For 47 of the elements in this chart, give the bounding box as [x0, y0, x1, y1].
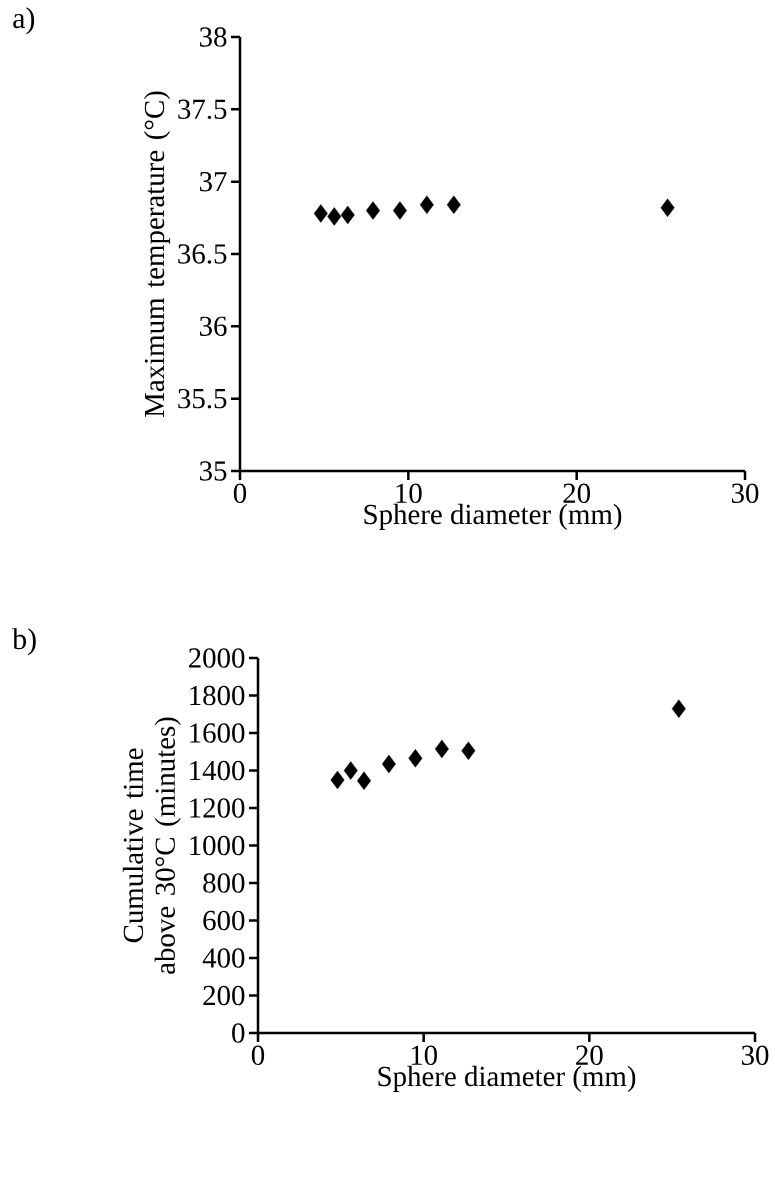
y-axis-title: Maximum temperature (°C) [143, 91, 171, 418]
point [671, 699, 686, 718]
point [660, 198, 675, 217]
y-tick-label: 600 [203, 910, 245, 931]
x-tick-label: 10 [411, 1045, 438, 1066]
y-tick-label: 200 [203, 985, 245, 1006]
point [446, 195, 461, 215]
x-tick-label: 30 [741, 1045, 769, 1066]
point [340, 205, 355, 225]
y-tick-label: 0 [232, 1023, 245, 1043]
y-tick-label: 1800 [190, 685, 245, 706]
y-tick-label: 1200 [190, 798, 245, 818]
point [419, 195, 434, 215]
point [461, 741, 476, 761]
point [408, 749, 423, 768]
x-tick-label: 30 [731, 483, 759, 504]
point [381, 754, 396, 774]
x-tick-label: 10 [396, 483, 422, 504]
y-tick-label: 1600 [190, 723, 245, 743]
y-tick-label: 37 [199, 171, 227, 192]
point [327, 207, 342, 226]
text: a) [13, 7, 35, 35]
point [392, 201, 407, 220]
y-axis-title: Cumulative time above 30°C (minutes) [122, 717, 181, 974]
y-tick-label: 36 [199, 316, 227, 337]
point [366, 201, 380, 220]
y-tick-label: 35 [199, 461, 227, 481]
point [330, 770, 345, 790]
y-tick-label: 35.5 [178, 388, 227, 409]
x-tick-label: 20 [576, 1045, 603, 1066]
x-tick-label: 0 [251, 1045, 265, 1066]
x-axis-title: Sphere diameter (mm) [364, 503, 622, 531]
y-tick-label: 1400 [190, 760, 245, 781]
point [313, 204, 328, 223]
text: b) [12, 628, 36, 656]
x-axis-title: Sphere diameter (mm) [378, 1065, 636, 1093]
y-tick-label: 400 [202, 948, 245, 968]
y-tick-label: 2000 [188, 648, 245, 668]
y-tick-label: 37.5 [178, 99, 227, 120]
point [343, 761, 358, 780]
y-tick-label: 1000 [190, 835, 245, 856]
y-tick-label: 38 [199, 27, 227, 47]
point [357, 771, 371, 791]
y-tick-label: 800 [203, 873, 245, 893]
x-tick-label: 20 [563, 483, 591, 504]
y-tick-label: 36.5 [178, 244, 227, 264]
point [434, 739, 449, 759]
